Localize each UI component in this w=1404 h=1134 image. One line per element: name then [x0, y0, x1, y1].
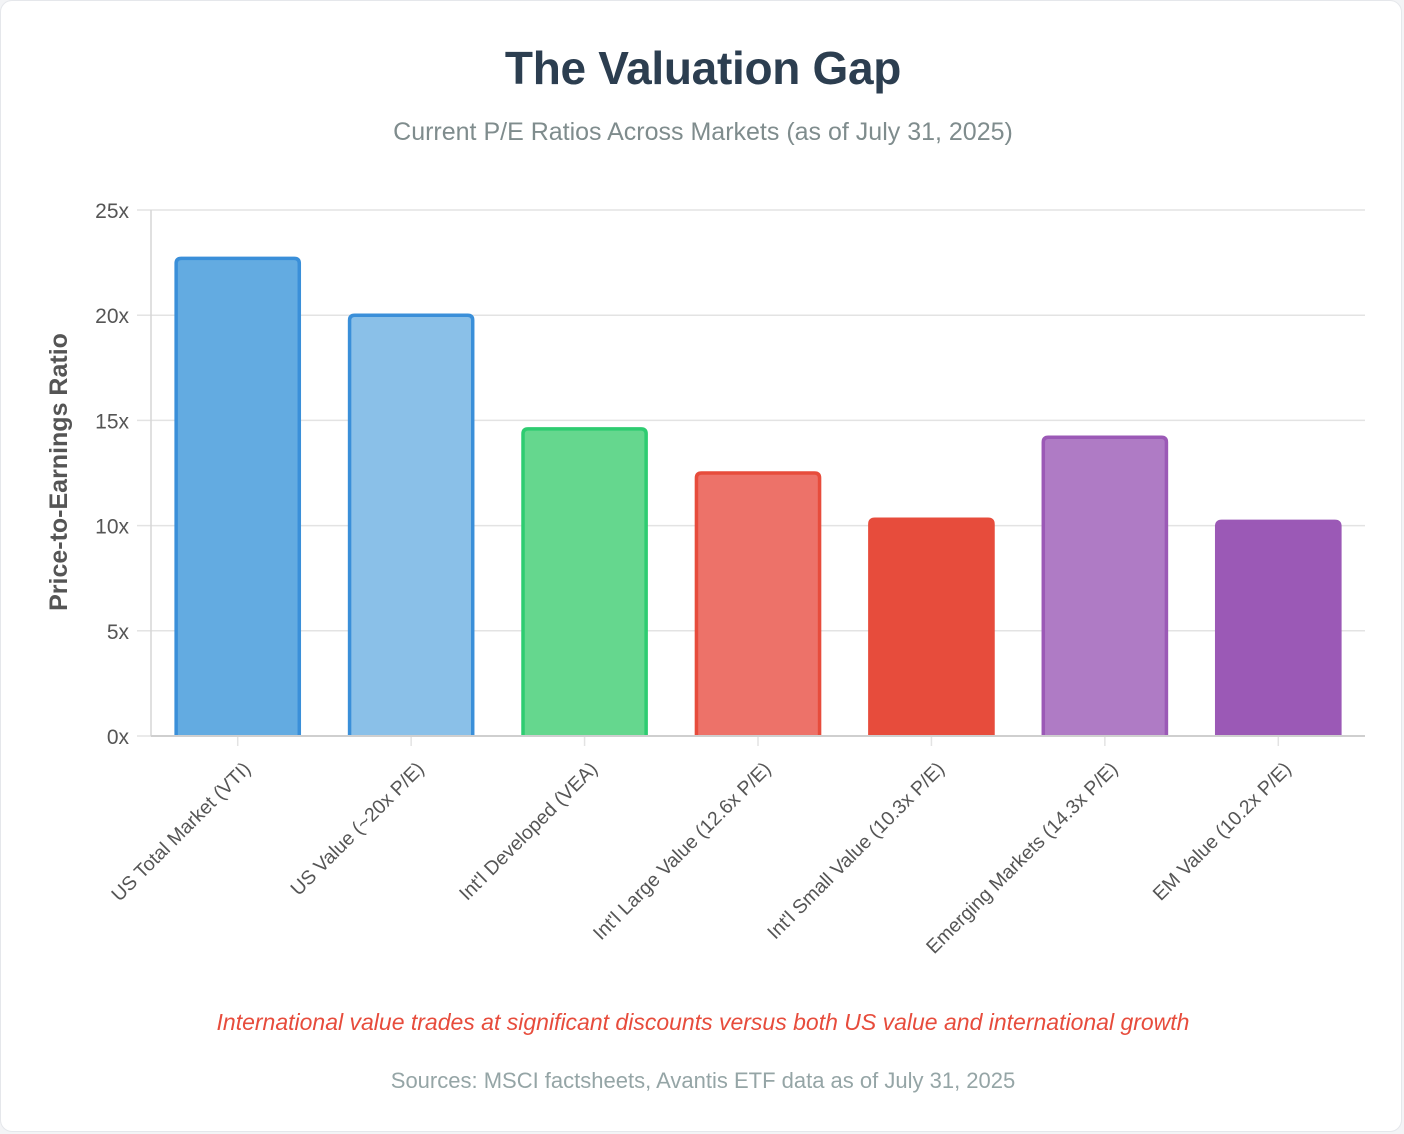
- bar[interactable]: [869, 519, 993, 736]
- bar[interactable]: [1216, 521, 1340, 736]
- x-tick-label: EM Value (10.2x P/E): [1149, 758, 1296, 905]
- bar-border: [347, 313, 475, 736]
- bar-border: [174, 256, 302, 736]
- x-tick-label: Int'l Large Value (12.6x P/E): [589, 758, 776, 945]
- axes: [150, 210, 1365, 737]
- y-tick-label: 25x: [95, 200, 129, 223]
- y-tick-label: 10x: [95, 516, 129, 539]
- y-axis-title: Price-to-Earnings Ratio: [45, 333, 73, 611]
- bar[interactable]: [523, 428, 647, 736]
- y-tick-label: 5x: [107, 621, 130, 644]
- x-tick-label: US Value (~20x P/E): [287, 758, 429, 900]
- bar-border: [868, 517, 995, 736]
- insight-note: International value trades at significan…: [216, 1009, 1190, 1035]
- chart-subtitle: Current P/E Ratios Across Markets (as of…: [393, 118, 1013, 146]
- chart-title: The Valuation Gap: [504, 42, 902, 94]
- bar-border: [1041, 435, 1169, 736]
- x-tick-label: Int'l Developed (VEA): [455, 758, 602, 905]
- bar-border: [521, 427, 648, 736]
- x-tick-label: Emerging Markets (14.3x P/E): [922, 758, 1122, 958]
- bar-border: [694, 471, 822, 736]
- bars: [174, 256, 1342, 736]
- sources-note: Sources: MSCI factsheets, Avantis ETF da…: [390, 1068, 1016, 1093]
- y-tick-label: 15x: [95, 410, 129, 433]
- y-tick-label: 0x: [107, 726, 130, 749]
- bar[interactable]: [1043, 437, 1167, 736]
- bar[interactable]: [176, 258, 300, 736]
- bar[interactable]: [696, 473, 820, 736]
- bar-chart: 0x 5x 10x 15x 20x 25x US Total Market (VTI) US …: [45, 200, 1365, 958]
- bar-border: [1214, 519, 1342, 736]
- y-tick-label: 20x: [95, 305, 129, 328]
- x-tick-label: US Total Market (VTI): [107, 758, 255, 906]
- bar[interactable]: [349, 315, 473, 736]
- x-tick-label: Int'l Small Value (10.3x P/E): [763, 758, 949, 944]
